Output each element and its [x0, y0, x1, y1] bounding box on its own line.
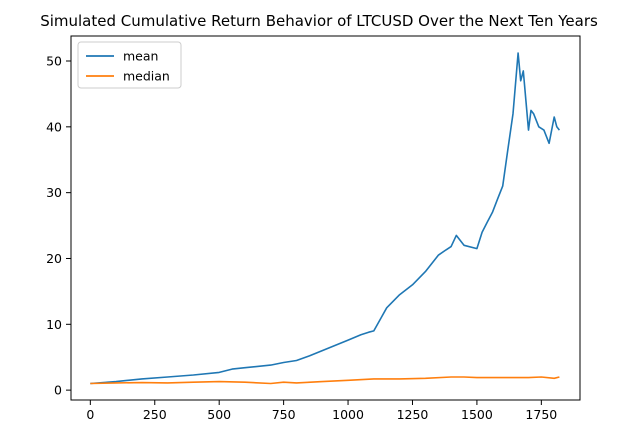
y-tick-label: 20 [46, 251, 62, 266]
plot-frame [70, 35, 581, 401]
y-tick-label: 10 [46, 317, 62, 332]
x-tick-label: 1250 [397, 407, 429, 422]
x-tick-label: 250 [143, 407, 167, 422]
y-tick-label: 30 [46, 185, 62, 200]
series-layer [90, 52, 561, 385]
series-line-mean [90, 52, 561, 385]
x-tick-label: 0 [86, 407, 94, 422]
legend-label-mean: mean [123, 49, 158, 64]
x-tick-label: 1750 [525, 407, 557, 422]
x-tick-label: 1500 [461, 407, 493, 422]
chart-title: Simulated Cumulative Return Behavior of … [40, 12, 598, 30]
legend-label-median: median [123, 69, 170, 84]
legend: mean median [77, 41, 182, 89]
axes-layer: 0 250 500 750 1000 1250 1500 1750 0 10 20 30 40 50 [46, 35, 581, 422]
x-tick-label: 500 [207, 407, 231, 422]
series-line-median [90, 376, 560, 385]
x-tick-label: 750 [272, 407, 296, 422]
x-tick-label: 1000 [332, 407, 364, 422]
y-tick-label: 40 [46, 119, 62, 134]
y-tick-label: 50 [46, 54, 62, 69]
y-tick-label: 0 [54, 383, 62, 398]
